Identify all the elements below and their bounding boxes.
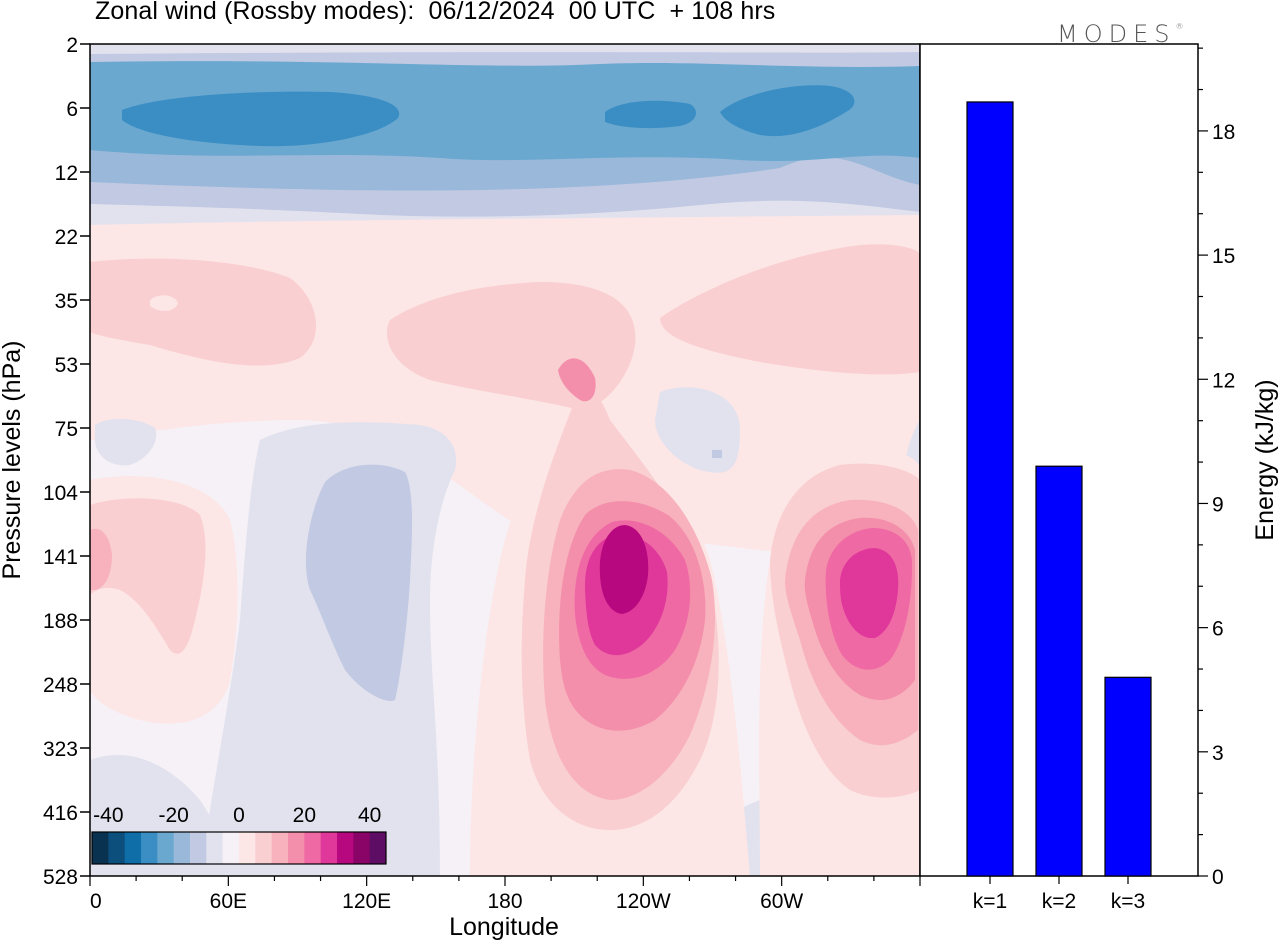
x-tick-label: 60E (210, 890, 247, 913)
energy-tick-label: 9 (1212, 493, 1224, 516)
colorbar-frame (91, 831, 387, 865)
field-speck (712, 450, 722, 458)
y-tick-label: 2 (66, 34, 78, 57)
y-tick-label: 141 (43, 546, 78, 569)
y-tick-label: 53 (55, 354, 78, 377)
x-tick-label: 120W (616, 890, 671, 913)
colorbar-swatch (255, 832, 273, 864)
energy-tick-label: 6 (1212, 618, 1224, 641)
colorbar-swatch (190, 832, 207, 864)
colorbar-swatch (239, 832, 256, 864)
colorbar-tick-label: -40 (93, 804, 123, 827)
x-tick-label: 180 (487, 890, 522, 913)
easterly-troposphere (90, 387, 920, 876)
energy-bars: k=1 k=2 k=3 (966, 101, 1152, 913)
y-tick-label: 248 (43, 674, 78, 697)
easterly-band (90, 44, 920, 255)
colorbar: -40 -20 0 20 40 (91, 804, 387, 865)
chart-title: Zonal wind (Rossby modes): 06/12/2024 00… (95, 0, 776, 25)
energy-tick-label: 0 (1212, 866, 1224, 889)
colorbar-tick-label: 0 (233, 804, 245, 827)
colorbar-swatch (108, 832, 126, 864)
energy-tick-label: 15 (1212, 245, 1235, 268)
colorbar-tick-label: 20 (293, 804, 316, 827)
y-tick-label: 75 (55, 418, 78, 441)
energy-axis-label: Energy (kJ/kg) (1251, 379, 1279, 540)
colorbar-swatch (173, 832, 191, 864)
colorbar-swatch (353, 832, 371, 864)
colorbar-swatch (124, 832, 142, 864)
x-tick-label: 60W (760, 890, 803, 913)
westerly-upper (90, 215, 920, 560)
pressure-axis: 2 6 12 22 35 53 75 104 141 188 248 323 416 528 (43, 34, 90, 889)
colorbar-swatch (271, 832, 289, 864)
westerly-core-c (90, 476, 238, 724)
longitude-axis: 0 60E 120E 180 120W 60W (89, 876, 921, 913)
y-tick-label: 323 (43, 738, 78, 761)
colorbar-swatch (92, 832, 109, 864)
energy-axis: 0 3 6 9 12 15 18 (1198, 47, 1235, 889)
y-tick-label: 104 (43, 482, 78, 505)
x-tick-label: 0 (90, 890, 102, 913)
energy-tick-label: 12 (1212, 369, 1235, 392)
colorbar-tick-label: -20 (158, 804, 188, 827)
colorbar-swatch (141, 832, 158, 864)
energy-tick-label: 3 (1212, 742, 1224, 765)
colorbar-swatch (369, 832, 387, 864)
colorbar-swatch (157, 832, 175, 864)
westerly-core-a (470, 358, 750, 876)
x-tick-label: 120E (342, 890, 391, 913)
bar-category-label: k=2 (1042, 890, 1076, 913)
colorbar-swatch (304, 832, 322, 864)
y-tick-label: 188 (43, 610, 78, 633)
colorbar-swatch (337, 832, 354, 864)
colorbar-swatch (288, 832, 305, 864)
wind-contour-field (90, 44, 920, 876)
y-tick-label: 528 (43, 866, 78, 889)
y-tick-label: 22 (55, 226, 78, 249)
colorbar-swatch (206, 832, 224, 864)
bar-category-label: k=1 (973, 890, 1007, 913)
y-tick-label: 6 (66, 98, 78, 121)
westerly-core-b (759, 448, 920, 876)
y-axis-label: Pressure levels (hPa) (0, 341, 26, 580)
colorbar-tick-label: 40 (358, 804, 381, 827)
colorbar-swatch (320, 832, 338, 864)
energy-bar-k-1 (966, 101, 1014, 877)
bar-category-label: k=3 (1111, 890, 1145, 913)
colorbar-swatch (222, 832, 240, 864)
x-axis-label: Longitude (449, 913, 559, 941)
y-tick-label: 35 (55, 290, 78, 313)
energy-bar-k-3 (1104, 676, 1152, 877)
y-tick-label: 416 (43, 802, 78, 825)
energy-tick-label: 18 (1212, 121, 1235, 144)
energy-bar-k-2 (1035, 465, 1083, 877)
y-tick-label: 12 (55, 162, 78, 185)
